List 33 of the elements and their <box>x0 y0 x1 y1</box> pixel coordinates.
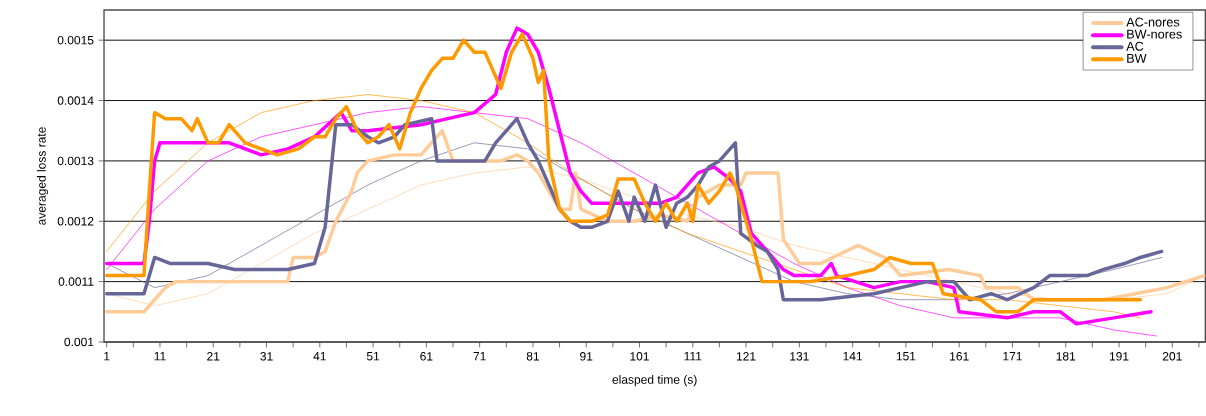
x-tick-label: 201 <box>1162 352 1182 361</box>
x-tick-label: 171 <box>1003 352 1022 361</box>
x-tick-label: 21 <box>207 352 220 361</box>
x-tick-label: 121 <box>736 352 756 361</box>
x-tick-label: 161 <box>950 352 969 361</box>
y-tick-label: 0.0011 <box>58 277 94 286</box>
y-tick-label: 0.001 <box>64 337 94 347</box>
x-tick-label: 181 <box>1056 352 1076 361</box>
x-tick-label: 41 <box>313 352 326 361</box>
x-tick-label: 51 <box>366 352 380 361</box>
x-tick-label: 61 <box>420 352 433 361</box>
x-tick-label: 91 <box>580 352 593 361</box>
legend-label: AC <box>1126 41 1144 51</box>
x-tick-label: 31 <box>260 352 273 361</box>
x-tick-label: 81 <box>526 352 540 361</box>
y-tick-label: 0.0012 <box>57 217 94 226</box>
x-tick-label: 111 <box>684 352 702 361</box>
legend-label: BW <box>1127 53 1147 63</box>
x-tick-label: 151 <box>896 352 916 361</box>
x-tick-label: 141 <box>843 352 863 361</box>
legend-label: BW-nores <box>1127 29 1182 39</box>
x-tick-label: 11 <box>154 352 166 361</box>
x-tick-label: 101 <box>630 352 649 361</box>
x-tick-label: 1 <box>104 352 110 361</box>
x-tick-label: 131 <box>790 352 809 361</box>
legend-label: AC-nores <box>1126 17 1180 27</box>
x-axis-title: elasped time (s) <box>612 375 697 387</box>
y-tick-label: 0.0013 <box>57 156 94 166</box>
y-axis-title: averaged loss rate <box>36 127 49 225</box>
y-tick-label: 0.0014 <box>57 96 94 105</box>
x-tick-label: 71 <box>473 352 486 361</box>
y-tick-label: 0.0015 <box>57 35 94 45</box>
x-tick-label: 191 <box>1109 352 1129 361</box>
